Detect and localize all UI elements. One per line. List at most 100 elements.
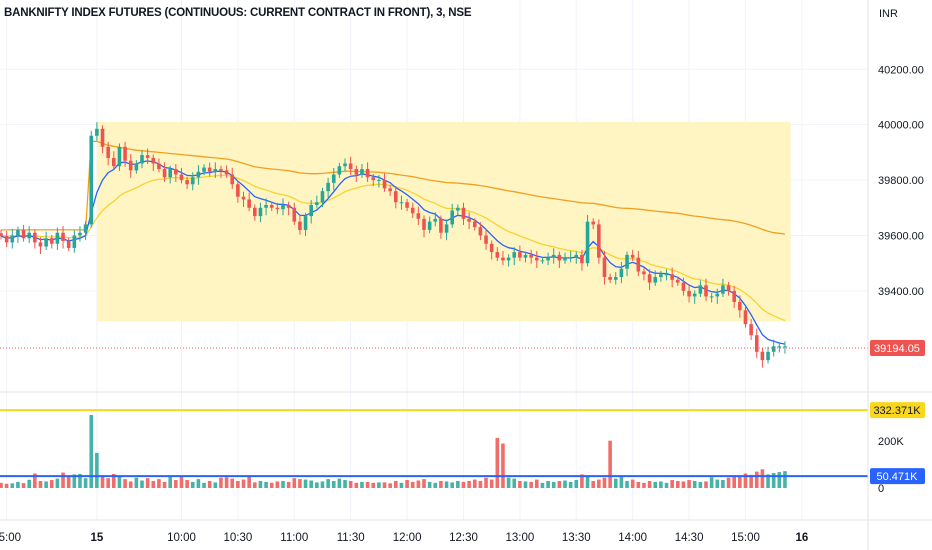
volume-bar	[61, 472, 65, 488]
volume-bar	[168, 476, 172, 488]
highlight-rect	[96, 121, 791, 322]
candle-body	[134, 163, 139, 171]
candle-body	[630, 254, 635, 258]
candle-body	[382, 180, 387, 189]
volume-bar	[27, 479, 31, 488]
volume-bar	[405, 480, 409, 488]
volume-bar	[732, 476, 736, 488]
volume-bar	[10, 483, 15, 488]
candle-body	[574, 254, 579, 258]
candle-body	[309, 205, 313, 217]
time-tick-label: 10:30	[223, 532, 252, 544]
time-tick-label: 14:00	[618, 532, 647, 544]
volume-bar	[21, 483, 26, 488]
volume-bar	[591, 480, 595, 488]
candle-body	[501, 257, 505, 261]
candle-body	[16, 229, 20, 236]
volume-bar	[501, 443, 505, 488]
volume-bar	[66, 476, 71, 488]
time-tick-label: 12:00	[393, 532, 422, 544]
volume-bar	[4, 483, 9, 488]
volume-bar	[292, 478, 297, 488]
candle-body	[664, 274, 669, 276]
candle-body	[422, 218, 426, 230]
volume-bar	[286, 481, 291, 488]
time-tick-label: 15	[90, 532, 103, 544]
volume-bar	[331, 480, 336, 488]
volume-bar	[394, 480, 398, 488]
volume-bar	[365, 481, 370, 488]
candle-body	[89, 135, 94, 225]
candle-body	[219, 168, 223, 171]
volume-bar	[783, 471, 787, 488]
volume-bar	[523, 481, 528, 488]
candle-body	[642, 271, 646, 275]
volume-bars	[0, 414, 787, 488]
candle-body	[546, 257, 550, 261]
candle-body	[0, 233, 3, 237]
candle-body	[258, 207, 263, 217]
volume-bar	[512, 478, 517, 488]
volume-bar	[692, 480, 697, 488]
candle-body	[433, 218, 438, 222]
candle-body	[343, 163, 347, 167]
candle-body	[388, 188, 392, 192]
price-tick-label: 39400.00	[878, 286, 924, 298]
volume-bar	[179, 475, 184, 488]
volume-bar	[613, 478, 618, 488]
time-tick-label: 11:30	[337, 532, 365, 544]
volume-bar	[269, 482, 274, 488]
volume-bar	[72, 474, 77, 488]
candle-body	[608, 277, 612, 280]
candle-body	[354, 168, 359, 175]
candle-body	[602, 257, 607, 278]
candle-body	[253, 207, 257, 217]
candle-body	[66, 241, 71, 248]
price-tick-label: 39600.00	[878, 230, 924, 242]
volume-bar	[760, 469, 765, 488]
volume-bar	[275, 481, 280, 488]
volume-bar	[140, 480, 144, 488]
candle-body	[365, 168, 370, 178]
volume-bar	[568, 481, 573, 488]
volume-bar	[134, 477, 139, 488]
time-tick-label: 15:00	[731, 532, 760, 544]
candle-body	[704, 285, 708, 297]
candle-body	[754, 335, 759, 352]
candle-body	[281, 205, 285, 210]
candle-body	[551, 254, 556, 258]
volume-bar	[472, 479, 477, 488]
volume-bar	[106, 478, 110, 488]
volume-bar	[698, 481, 703, 488]
volume-bar	[518, 480, 522, 488]
candle-body	[83, 224, 88, 233]
volume-bar	[213, 482, 218, 488]
volume-bar	[326, 479, 330, 488]
volume-bar	[38, 480, 43, 488]
volume-bar	[377, 482, 381, 488]
volume-bar	[664, 482, 669, 488]
volume-bar	[33, 473, 37, 488]
highlight-zone	[96, 121, 791, 322]
price-tick-label: 39800.00	[878, 175, 924, 187]
candle-body	[540, 260, 545, 262]
candle-body	[472, 221, 477, 228]
volume-bar	[128, 481, 133, 488]
candle-body	[732, 290, 736, 302]
volume-bar	[0, 482, 3, 488]
candle-body	[749, 324, 753, 336]
candle-body	[331, 174, 336, 183]
price-tick-label: 40200.00	[878, 64, 924, 76]
volume-bar	[145, 478, 150, 488]
time-tick-label: 14:30	[675, 532, 704, 544]
candle-body	[743, 310, 748, 325]
volume-bar	[303, 479, 308, 488]
volume-bar	[585, 475, 590, 488]
candle-body	[444, 224, 449, 233]
volume-bar	[771, 473, 776, 488]
volume-bar	[151, 480, 156, 488]
candle-body	[224, 170, 229, 175]
volume-bar	[766, 474, 770, 488]
